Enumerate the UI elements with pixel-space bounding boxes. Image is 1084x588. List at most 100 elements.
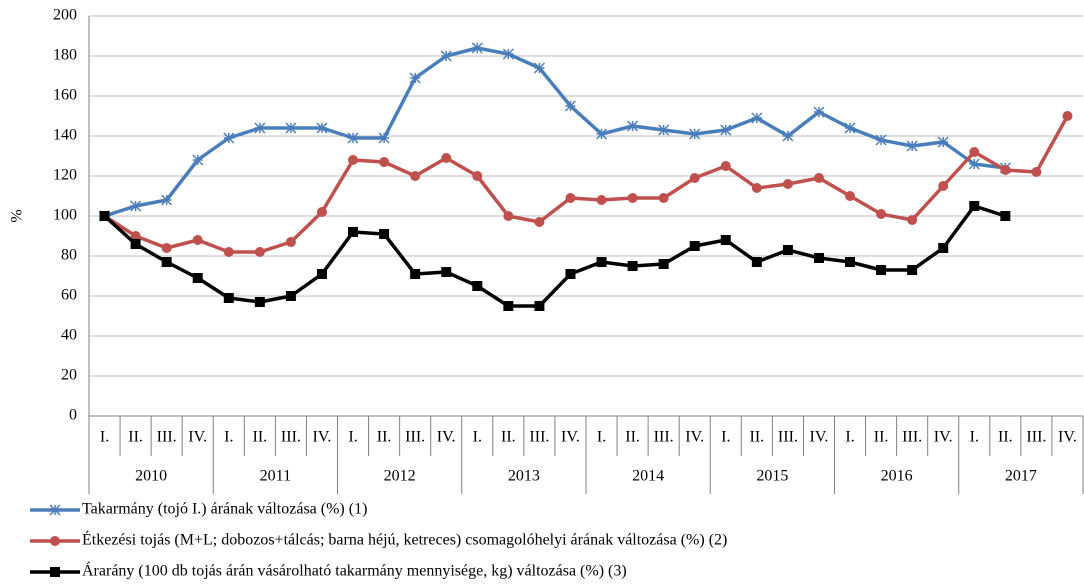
series-line: [103, 115, 1070, 254]
x-tick-label: II.: [128, 429, 143, 446]
x-tick-label: I.: [473, 429, 482, 446]
marker: [627, 120, 639, 132]
marker: [876, 265, 887, 275]
marker: [254, 297, 265, 307]
marker: [596, 257, 607, 267]
marker: [720, 161, 731, 171]
x-tick-label: II.: [750, 429, 765, 446]
marker: [285, 291, 296, 301]
marker: [130, 239, 141, 249]
marker: [379, 229, 390, 239]
marker: [50, 536, 60, 546]
y-tick-label: 60: [61, 287, 77, 304]
marker: [689, 173, 700, 183]
year-label: 2010: [135, 468, 167, 485]
marker: [348, 227, 359, 237]
x-tick-label: I.: [224, 429, 233, 446]
marker: [441, 267, 452, 277]
marker: [379, 157, 390, 167]
x-tick-label: III.: [405, 429, 425, 446]
y-tick-label: 160: [53, 87, 77, 104]
marker: [254, 247, 265, 257]
x-tick-label: I.: [597, 429, 606, 446]
marker: [1000, 211, 1011, 221]
year-label: 2011: [260, 468, 291, 485]
marker: [192, 154, 204, 166]
marker: [627, 261, 638, 271]
marker: [751, 257, 762, 267]
marker: [627, 193, 638, 203]
marker: [99, 211, 110, 221]
y-axis-label: %: [9, 209, 26, 222]
y-tick-label: 200: [53, 7, 77, 24]
x-tick-label: I.: [845, 429, 854, 446]
marker: [285, 122, 297, 134]
marker: [254, 122, 266, 134]
marker: [938, 181, 949, 191]
marker: [503, 211, 514, 221]
marker: [906, 140, 918, 152]
marker: [969, 147, 980, 157]
x-tick-label: II.: [874, 429, 889, 446]
x-tick-label: IV.: [561, 429, 580, 446]
marker: [689, 128, 701, 140]
marker: [845, 191, 856, 201]
marker: [378, 132, 390, 144]
y-tick-label: 100: [53, 207, 77, 224]
marker: [130, 200, 142, 212]
marker: [161, 257, 172, 267]
marker: [130, 231, 141, 241]
marker: [813, 106, 825, 118]
marker: [410, 171, 421, 181]
marker: [875, 134, 887, 146]
marker: [223, 132, 235, 144]
x-tick-label: II.: [253, 429, 268, 446]
marker: [472, 171, 483, 181]
marker: [161, 194, 173, 206]
marker: [813, 173, 824, 183]
year-label: 2017: [1005, 468, 1037, 485]
marker: [316, 269, 327, 279]
marker: [503, 301, 514, 311]
marker: [410, 269, 421, 279]
marker: [968, 158, 980, 170]
x-tick-label: III.: [778, 429, 798, 446]
marker: [534, 217, 545, 227]
year-label: 2014: [632, 468, 664, 485]
marker: [348, 155, 359, 165]
marker: [565, 269, 576, 279]
x-tick-label: I.: [721, 429, 730, 446]
year-label: 2012: [384, 468, 416, 485]
marker: [1062, 111, 1073, 121]
y-tick-label: 80: [61, 247, 77, 264]
marker: [845, 257, 856, 267]
marker: [564, 100, 576, 112]
marker: [192, 235, 203, 245]
x-tick-label: I.: [970, 429, 979, 446]
x-tick-label: IV.: [810, 429, 829, 446]
legend-label: Takarmány (tojó I.) árának változása (%)…: [82, 501, 367, 518]
marker: [596, 128, 608, 140]
y-tick-label: 140: [53, 127, 77, 144]
marker: [192, 273, 203, 283]
marker: [720, 124, 732, 136]
x-tick-label: IV.: [685, 429, 704, 446]
x-tick-label: I.: [348, 429, 357, 446]
marker: [316, 122, 328, 134]
marker: [658, 124, 670, 136]
series-line: [103, 204, 1006, 308]
marker: [565, 193, 576, 203]
marker: [782, 130, 794, 142]
marker: [658, 259, 669, 269]
legend-label: Árarány (100 db tojás árán vásárolható t…: [82, 561, 627, 580]
marker: [49, 504, 61, 516]
marker: [472, 281, 483, 291]
x-tick-label: IV.: [437, 429, 456, 446]
year-label: 2013: [508, 468, 540, 485]
marker: [751, 183, 762, 193]
y-tick-label: 120: [53, 167, 77, 184]
year-label: 2016: [881, 468, 913, 485]
marker: [1031, 167, 1042, 177]
marker: [50, 567, 60, 577]
y-tick-label: 0: [69, 407, 77, 424]
